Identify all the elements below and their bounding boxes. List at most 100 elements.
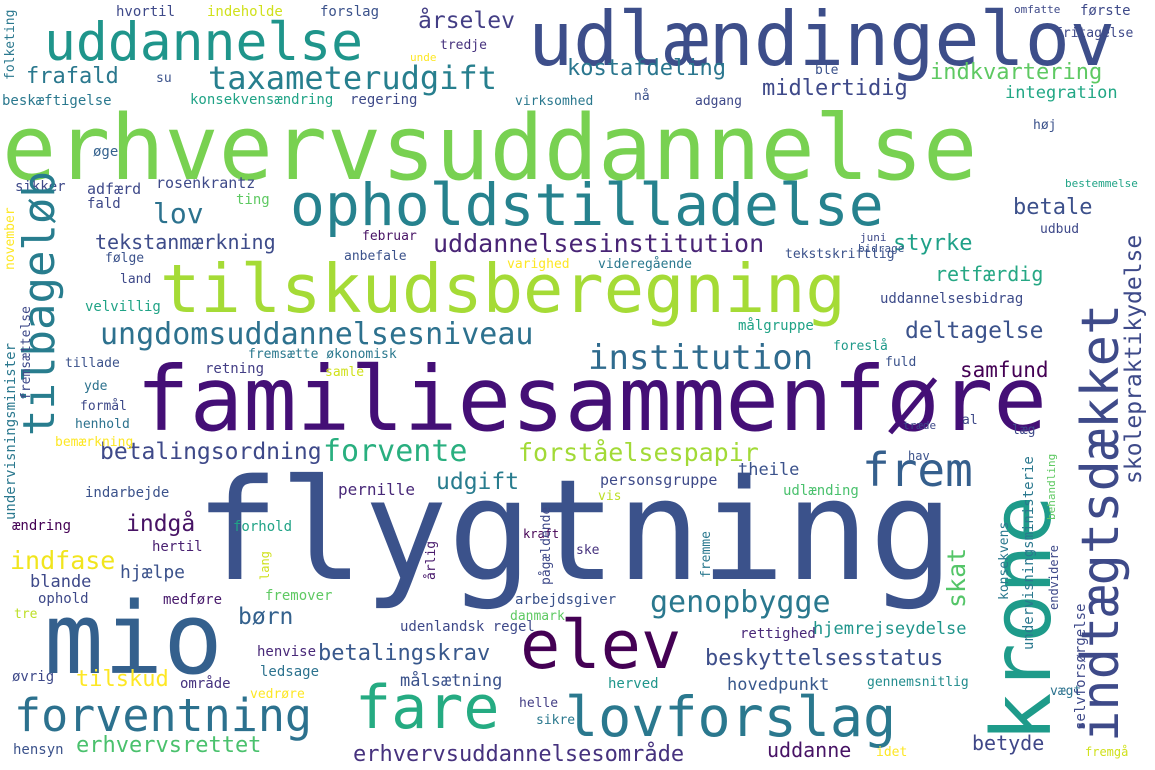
word-vedrøre: vedrøre	[250, 687, 305, 702]
word-fremsættelse: fremsættelse	[19, 306, 34, 400]
word-forhold: forhold	[233, 519, 293, 535]
word-erhvervsuddannelse: erhvervsuddannelse	[2, 96, 978, 201]
word-frafald: frafald	[26, 64, 119, 89]
word-betalingsordning: betalingsordning	[100, 439, 322, 465]
word-al: al	[962, 413, 978, 428]
word-tekstskriftlig: tekstskriftlig	[785, 247, 895, 262]
word-målgruppe: målgruppe	[738, 318, 814, 334]
word-varighed: varighed	[507, 257, 570, 272]
word-indarbejde: indarbejde	[85, 485, 170, 501]
word-høj: høj	[1033, 118, 1057, 133]
word-ble: ble	[815, 63, 839, 78]
word-hjælpe: hjælpe	[120, 562, 186, 583]
word-hensyn: hensyn	[13, 742, 64, 758]
word-opholdstilladelse: opholdstilladelse	[290, 171, 884, 239]
word-forventning: forventning	[14, 689, 313, 742]
word-første: første	[1080, 3, 1131, 19]
word-integration: integration	[1005, 83, 1118, 103]
word-tredje: tredje	[440, 38, 487, 53]
word-uddannelsesbidrag: uddannelsesbidrag	[880, 291, 1024, 307]
word-lovforslag: lovforslag	[565, 685, 897, 749]
word-familiesammenføre: familiesammenføre	[136, 347, 1047, 451]
word-bemærkning: bemærkning	[55, 435, 134, 450]
word-følge: følge	[105, 251, 145, 266]
word-ting: ting	[236, 192, 270, 208]
word-formål: formål	[80, 399, 127, 414]
word-personsgruppe: personsgruppe	[600, 471, 718, 489]
word-skolepraktikydelse: skolepraktikydelse	[1121, 234, 1147, 484]
word-adfærd: adfærd	[87, 180, 142, 198]
word-uddannelse: uddannelse	[44, 12, 364, 73]
word-velvillig: velvillig	[85, 299, 161, 315]
word-udenlandsk-regel: udenlandsk regel	[400, 619, 535, 635]
word-theile: theile	[738, 460, 800, 480]
word-henvise: henvise	[257, 644, 317, 660]
word-tre: tre	[14, 607, 38, 622]
word-uddanne: uddanne	[767, 738, 852, 762]
word-retning: retning	[205, 361, 265, 377]
word-læg: læg	[1012, 423, 1036, 438]
word-erhvervsuddannelsesområde: erhvervsuddannelsesområde	[353, 742, 685, 767]
word-danmark: danmark	[510, 609, 565, 624]
word-behandling: behandling	[1045, 453, 1058, 520]
word-gennemsnitlig: gennemsnitlig	[867, 675, 969, 690]
word-hovedpunkt: hovedpunkt	[727, 675, 830, 695]
word-fremover: fremover	[265, 588, 333, 604]
word-videregående: videregående	[598, 257, 692, 272]
word-forvente: forvente	[323, 434, 468, 469]
word-fald: fald	[87, 196, 121, 212]
word-fritagelse: fritagelse	[1055, 26, 1134, 41]
word-fare: fare	[355, 673, 500, 743]
word-lang: lang	[258, 551, 272, 580]
word-betale: betale	[1013, 195, 1093, 220]
word-su: su	[156, 71, 172, 86]
word-regering: regering	[350, 92, 418, 108]
word-land: land	[120, 272, 152, 287]
word-hvortil: hvortil	[116, 4, 176, 20]
word-yde: yde	[84, 379, 108, 394]
word-udbud: udbud	[1040, 222, 1080, 237]
word-undervisningsministerie: undervisningsministerie	[1021, 456, 1037, 650]
word-folketing: folketing	[3, 9, 18, 80]
word-fuld: fuld	[885, 355, 917, 370]
word-rettighed: rettighed	[740, 626, 816, 642]
word-betyde: betyde	[972, 731, 1045, 755]
word-pågældende: pågældende	[539, 506, 554, 585]
word-taxameterudgift: taxameterudgift	[208, 59, 497, 97]
word-helle: helle	[519, 696, 559, 711]
word-arbejdsgiver: arbejdsgiver	[515, 592, 617, 608]
word-konsekvensændring: konsekvensændring	[190, 92, 334, 108]
word-fremme: fremme	[699, 531, 714, 578]
word-ungdomsuddannelsesniveau: ungdomsuddannelsesniveau	[100, 317, 534, 352]
word-skat: skat	[942, 547, 971, 608]
word-indfase: indfase	[10, 546, 116, 575]
word-betalingskrav: betalingskrav	[318, 641, 491, 666]
word-øge: øge	[93, 144, 119, 160]
word-mio: mio	[44, 582, 223, 697]
word-unde: unde	[410, 51, 437, 64]
word-midlertidig: midlertidig	[762, 76, 908, 101]
word-undervisningsminister: undervisningsminister	[3, 342, 19, 520]
word-årselev: årselev	[418, 8, 515, 34]
word-bestemmelse: bestemmelse	[1065, 177, 1138, 190]
word-tillade: tillade	[65, 356, 120, 371]
word-indkvartering: indkvartering	[930, 60, 1103, 85]
word-deltagelse: deltagelse	[905, 318, 1044, 344]
word-træde: træde	[903, 419, 937, 432]
word-pernille: pernille	[338, 480, 416, 499]
word-selvforsørgelse: selvforsørgelse	[1073, 603, 1089, 730]
word-genopbygge: genopbygge	[650, 585, 831, 620]
word-udlændingelov: udlændingelov	[528, 0, 1115, 83]
word-institution: institution	[588, 338, 814, 378]
word-virksomhed: virksomhed	[515, 94, 594, 109]
word-hjemrejseydelse: hjemrejseydelse	[813, 619, 967, 639]
word-henhold: henhold	[75, 417, 130, 432]
word-børn: børn	[238, 604, 294, 630]
word-ophold: ophold	[38, 591, 89, 607]
word-tilskudsberegning: tilskudsberegning	[160, 250, 846, 328]
word-elev: elev	[520, 606, 682, 684]
word-vis: vis	[598, 489, 622, 504]
word-indeholde: indeholde	[207, 4, 283, 20]
word-ændring: ændring	[12, 518, 72, 534]
